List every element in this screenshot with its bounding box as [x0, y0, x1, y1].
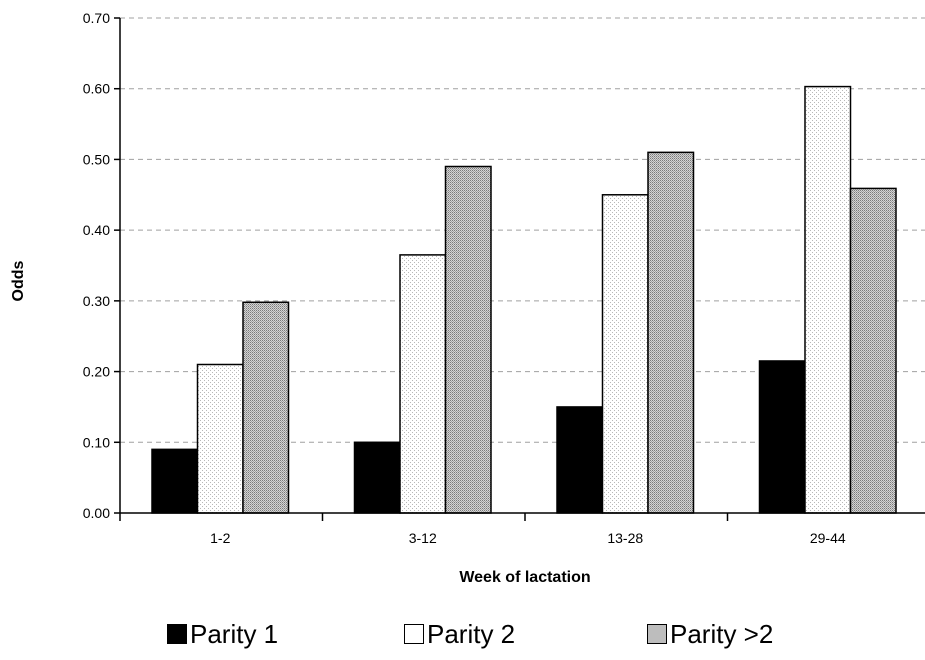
- bar-parity-2-13-28: [603, 195, 649, 513]
- y-axis-title: Odds: [10, 260, 27, 301]
- legend-swatch-parity-1: [167, 624, 187, 644]
- bar-parity-1-3-12: [355, 442, 401, 513]
- y-tick-label: 0.50: [83, 151, 110, 167]
- bar-parity-2-3-12: [446, 167, 492, 514]
- legend-item-parity-2: Parity 2: [404, 614, 515, 654]
- y-tick-label: 0.00: [83, 505, 110, 521]
- legend-item-parity-gt-2: Parity >2: [647, 614, 773, 654]
- legend: Parity 1 Parity 2 Parity >2: [0, 614, 925, 654]
- bar-parity-1-1-2: [152, 449, 198, 513]
- y-tick-label: 0.30: [83, 293, 110, 309]
- legend-item-parity-1: Parity 1: [167, 614, 278, 654]
- legend-label-parity-1: Parity 1: [190, 619, 278, 650]
- bar-parity-2-29-44: [851, 188, 897, 513]
- y-tick-label: 0.20: [83, 364, 110, 380]
- bar-parity-2-13-28: [648, 152, 694, 513]
- legend-label-parity-gt-2: Parity >2: [670, 619, 773, 650]
- x-axis-title: Week of lactation: [459, 569, 590, 586]
- y-tick-label: 0.40: [83, 222, 110, 238]
- legend-swatch-parity-gt-2: [647, 624, 667, 644]
- bar-chart: 0.00 0.10 0.20 0.30 0.40 0.50 0.60 0.70 1-2 3-12 1…: [0, 0, 925, 615]
- y-tick-label: 0.10: [83, 434, 110, 450]
- x-tick-label: 13-28: [607, 530, 643, 546]
- bar-parity-2-1-2: [198, 365, 244, 514]
- legend-label-parity-2: Parity 2: [427, 619, 515, 650]
- x-tick-label: 1-2: [210, 530, 230, 546]
- x-tick-label: 3-12: [409, 530, 437, 546]
- bar-parity-2-1-2: [243, 302, 289, 513]
- x-tick-label: 29-44: [810, 530, 846, 546]
- bar-parity-2-29-44: [805, 87, 851, 513]
- legend-swatch-parity-2: [404, 624, 424, 644]
- bar-parity-1-13-28: [557, 407, 603, 513]
- bar-parity-2-3-12: [400, 255, 446, 513]
- y-tick-label: 0.70: [83, 10, 110, 26]
- y-tick-label: 0.60: [83, 81, 110, 97]
- bar-parity-1-29-44: [760, 361, 806, 513]
- bars-group: [152, 87, 896, 513]
